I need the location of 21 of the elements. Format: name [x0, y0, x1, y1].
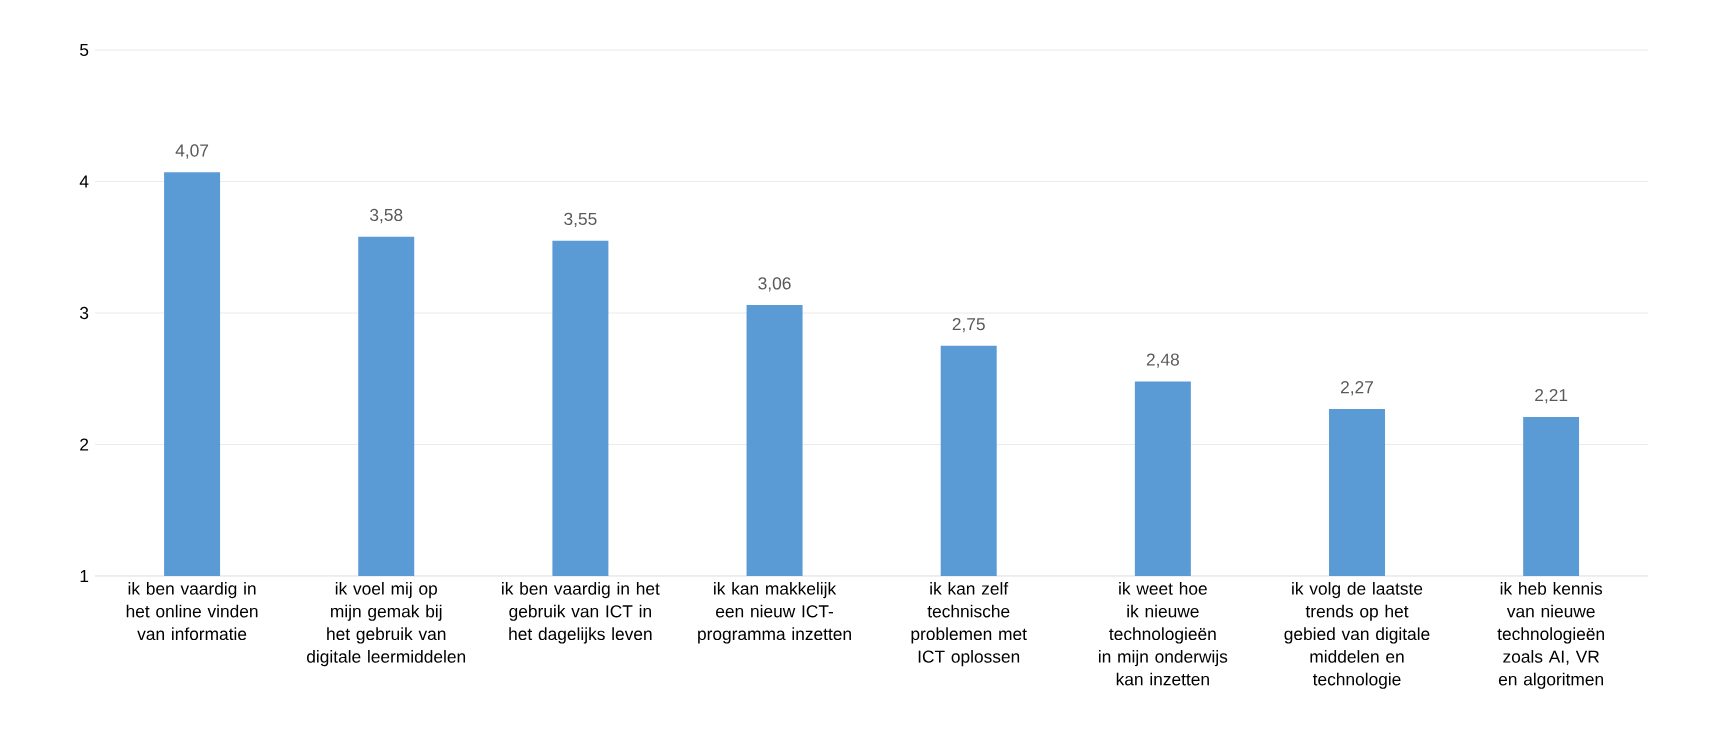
data-label: 2,27: [1341, 381, 1373, 396]
data-label: 4,07: [175, 144, 209, 159]
data-label: 2,21: [1535, 388, 1568, 404]
x-tick-label: ik voel mij op mijn gemak bij het gebruik van digitale leermiddelen: [307, 582, 466, 667]
y-tick-label: 4: [79, 175, 89, 188]
data-label: 2,48: [1146, 353, 1179, 368]
y-tick-label: 1: [80, 570, 89, 582]
x-tick-label: ik ben vaardig in het online vinden van informatie: [126, 582, 258, 641]
x-tick-label: ik kan zelf technische problemen met ICT oplossen: [911, 582, 1027, 667]
x-tick-label: ik ben vaardig in het gebruik van ICT in het dagelijks leven: [502, 582, 660, 644]
data-label: 3,55: [564, 212, 597, 228]
y-tick-label: 2: [80, 438, 89, 451]
y-tick-label: 5: [80, 43, 89, 57]
data-label: 2,75: [952, 317, 985, 333]
x-tick-label: ik weet hoe ik nieuwe technologieën in mijn onderwijs kan inzetten: [1098, 582, 1228, 686]
y-tick-label: 3: [79, 306, 89, 320]
data-label: 3,58: [370, 208, 403, 224]
x-tick-label: ik volg de laatste trends op het gebied van digitale middelen en technologie: [1284, 582, 1430, 689]
data-label: 3,06: [758, 277, 791, 292]
x-tick-label: ik heb kennis van nieuwe technologieën zoals AI, VR en algoritmen: [1497, 582, 1604, 689]
x-tick-label: ik kan makkelijk een nieuw ICT-programma inzetten: [698, 582, 851, 644]
